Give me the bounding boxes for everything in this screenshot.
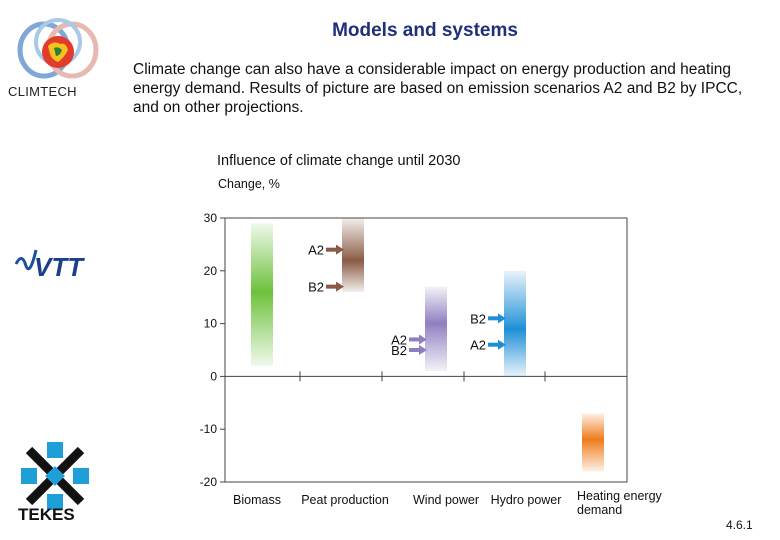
plot-frame — [224, 217, 628, 483]
range-bar-3 — [504, 270, 526, 377]
x-tick-label: Hydro power — [491, 493, 562, 507]
y-tick-label: -10 — [200, 422, 218, 436]
tekes-snowflake-logo — [21, 442, 89, 510]
annotation-label: B2 — [391, 343, 407, 358]
x-tick-label: Heating energy demand — [577, 489, 663, 517]
x-tick-label: Biomass — [233, 493, 281, 507]
annotation-label: A2 — [470, 338, 486, 353]
x-tick-label: Wind power — [413, 493, 479, 507]
slide-number: 4.6.1 — [726, 518, 753, 532]
climtech-globe-logo — [17, 18, 99, 79]
annotation-arrowhead — [498, 339, 506, 350]
annotation-label: B2 — [308, 280, 324, 295]
chart-title: Influence of climate change until 2030 — [217, 153, 460, 169]
plot-area: 30 20 10 0 -10 -20 Biomass Peat production Wind … — [200, 211, 663, 517]
range-bar-4 — [582, 413, 604, 472]
annotation-arrowhead — [419, 334, 427, 345]
range-bar-0 — [251, 223, 273, 366]
vtt-logo: VTT — [14, 249, 85, 282]
x-tick-label: Peat production — [301, 493, 389, 507]
y-axis-label: Change, % — [218, 177, 280, 191]
annotation-label: B2 — [470, 311, 486, 326]
slide-title: Models and systems — [332, 20, 518, 41]
annotation-arrowhead — [336, 281, 344, 292]
annotation-label: A2 — [391, 332, 407, 347]
range-bar-2 — [425, 286, 447, 372]
annotation-arrowhead — [336, 244, 344, 255]
tekes-label: TEKES — [18, 505, 75, 524]
y-tick-label: 20 — [204, 264, 218, 278]
y-tick-label: 0 — [210, 369, 217, 383]
range-bar-1 — [342, 218, 364, 292]
intro-text: Climate change can also have a considera… — [133, 61, 743, 116]
annotation-arrowhead — [498, 313, 506, 324]
y-tick-label: -20 — [200, 475, 218, 489]
annotation-label: A2 — [308, 243, 324, 258]
y-tick-label: 30 — [204, 211, 218, 225]
y-tick-label: 10 — [204, 317, 218, 331]
annotation-arrowhead — [419, 345, 427, 355]
svg-text:VTT: VTT — [34, 252, 85, 282]
climtech-label: CLIMTECH — [8, 84, 77, 99]
